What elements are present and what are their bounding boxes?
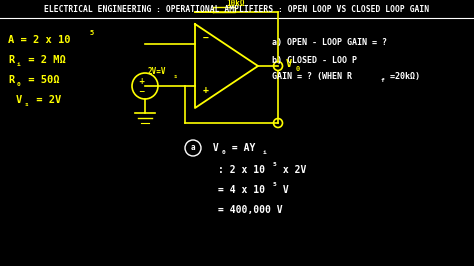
Text: a) OPEN - LOOP GAIN = ?: a) OPEN - LOOP GAIN = ?: [272, 38, 387, 47]
Text: R: R: [8, 55, 14, 65]
Text: R: R: [8, 75, 14, 85]
Text: i: i: [17, 63, 21, 68]
Text: A = 2 x 10: A = 2 x 10: [8, 35, 71, 45]
Text: +: +: [138, 77, 144, 85]
Text: i: i: [263, 149, 267, 155]
Text: 0: 0: [222, 149, 226, 155]
Text: = 2V: = 2V: [30, 95, 61, 105]
Text: ELECTRICAL ENGINEERING : OPERATIONAL AMPLIFIERS : OPEN LOOP VS CLOSED LOOP GAIN: ELECTRICAL ENGINEERING : OPERATIONAL AMP…: [45, 5, 429, 14]
Text: 5: 5: [273, 181, 277, 186]
Text: −: −: [138, 88, 144, 97]
Text: V: V: [277, 185, 289, 195]
Text: = 2 MΩ: = 2 MΩ: [22, 55, 66, 65]
Text: −: −: [203, 33, 209, 43]
Text: 2V=V: 2V=V: [148, 68, 166, 77]
Text: 0: 0: [17, 82, 21, 88]
Text: : 2 x 10: : 2 x 10: [218, 165, 265, 175]
Text: =20kΩ): =20kΩ): [385, 72, 420, 81]
Text: = AY: = AY: [226, 143, 255, 153]
Text: 0: 0: [296, 66, 300, 72]
Text: 10kΩ: 10kΩ: [227, 0, 245, 7]
Text: = 400,000 V: = 400,000 V: [218, 205, 283, 215]
Text: V: V: [207, 143, 219, 153]
Text: x 2V: x 2V: [277, 165, 306, 175]
Text: a: a: [191, 143, 195, 152]
Text: b) CLOSED - LOO P: b) CLOSED - LOO P: [272, 56, 357, 64]
Text: 5: 5: [273, 161, 277, 167]
Text: f: f: [380, 77, 384, 82]
Text: = 50Ω: = 50Ω: [22, 75, 60, 85]
Text: GAIN = ? (WHEN R: GAIN = ? (WHEN R: [272, 72, 352, 81]
Text: V: V: [16, 95, 22, 105]
Text: s: s: [174, 73, 177, 78]
Text: V: V: [286, 59, 292, 69]
Text: 5: 5: [90, 30, 94, 36]
Text: +: +: [203, 85, 209, 95]
Text: s: s: [25, 102, 29, 107]
Text: = 4 x 10: = 4 x 10: [218, 185, 265, 195]
